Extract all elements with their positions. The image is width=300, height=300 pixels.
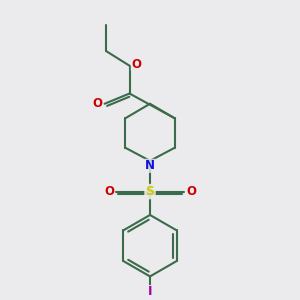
Text: O: O [186, 185, 196, 198]
Text: S: S [146, 185, 154, 198]
Text: O: O [104, 185, 114, 198]
Text: I: I [148, 285, 152, 298]
Text: O: O [92, 97, 102, 110]
Text: N: N [145, 159, 155, 172]
Text: O: O [131, 58, 141, 71]
